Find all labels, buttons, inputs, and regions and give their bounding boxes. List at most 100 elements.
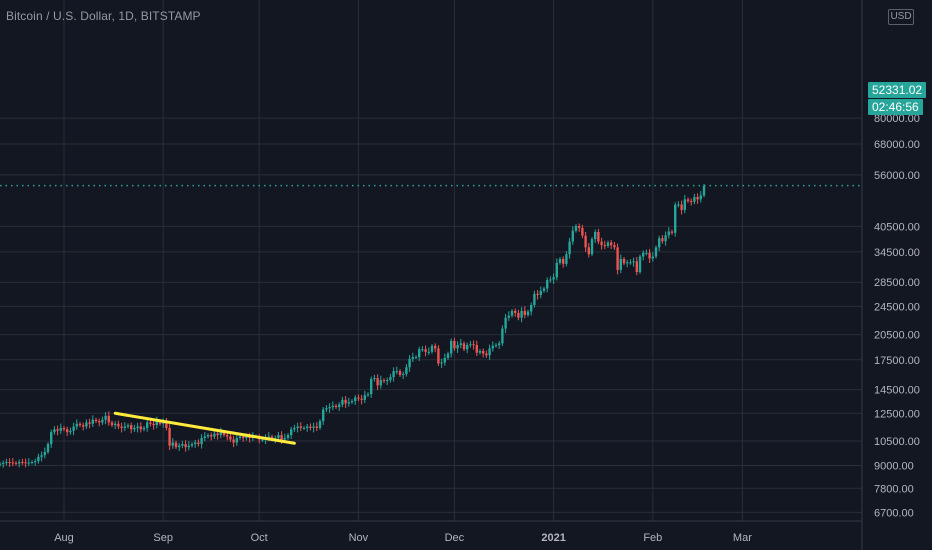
candle-body bbox=[347, 402, 350, 404]
candle-body bbox=[574, 225, 578, 231]
candle-body bbox=[315, 426, 318, 428]
candle-body bbox=[478, 350, 482, 353]
candle-body bbox=[699, 195, 702, 200]
candle-body bbox=[338, 404, 341, 408]
candle-body bbox=[235, 438, 238, 443]
candle-body bbox=[494, 345, 498, 347]
candle-body bbox=[501, 328, 504, 344]
candle-body bbox=[539, 290, 542, 296]
candle-body bbox=[475, 345, 478, 353]
candle-body bbox=[104, 415, 107, 420]
candle-body bbox=[75, 423, 78, 427]
candle-body bbox=[206, 435, 210, 437]
candle-body bbox=[43, 451, 46, 456]
candle-body bbox=[283, 438, 286, 440]
candle-body bbox=[638, 256, 642, 272]
candle-body bbox=[373, 378, 376, 380]
candle-body bbox=[629, 262, 632, 264]
candle-body bbox=[62, 427, 66, 430]
candle-body bbox=[165, 421, 168, 428]
candle-body bbox=[94, 419, 98, 422]
candle-body bbox=[664, 235, 667, 242]
y-tick-label: 14500.00 bbox=[874, 385, 920, 397]
candle-body bbox=[626, 262, 629, 264]
candle-body bbox=[69, 430, 72, 433]
candle-body bbox=[507, 315, 510, 318]
currency-button[interactable]: USD bbox=[888, 9, 914, 25]
candle-body bbox=[411, 357, 414, 359]
candle-body bbox=[350, 401, 354, 403]
candle-body bbox=[216, 433, 219, 436]
candle-body bbox=[389, 377, 392, 381]
candle-body bbox=[584, 235, 587, 248]
candle-body bbox=[152, 423, 155, 426]
candle-body bbox=[114, 423, 117, 426]
candle-body bbox=[405, 367, 408, 375]
candle-body bbox=[651, 256, 654, 259]
y-tick-label: 12500.00 bbox=[874, 408, 920, 420]
candle-body bbox=[613, 245, 616, 248]
candle-body bbox=[440, 362, 443, 364]
candle-body bbox=[562, 258, 565, 264]
candle-body bbox=[450, 340, 453, 354]
candle-body bbox=[498, 343, 501, 346]
candle-body bbox=[133, 427, 136, 430]
candle-body bbox=[370, 379, 373, 395]
candle-body bbox=[66, 429, 69, 433]
candle-body bbox=[466, 345, 469, 350]
candle-body bbox=[302, 427, 306, 429]
candle-body bbox=[229, 436, 232, 440]
candle-body bbox=[606, 242, 610, 246]
candle-body bbox=[376, 378, 379, 386]
candle-body bbox=[354, 397, 357, 402]
last-price-tag: 52331.02 bbox=[868, 82, 927, 98]
candle-body bbox=[453, 340, 456, 349]
candle-body bbox=[491, 345, 494, 349]
y-tick-label: 17500.00 bbox=[874, 355, 920, 367]
candle-body bbox=[520, 310, 523, 318]
candle-body bbox=[98, 421, 101, 423]
grid-lines bbox=[0, 0, 862, 521]
candle-body bbox=[34, 461, 37, 463]
candle-body bbox=[181, 444, 184, 446]
candle-body bbox=[325, 408, 328, 410]
candle-body bbox=[130, 425, 133, 430]
candle-body bbox=[402, 374, 405, 376]
candle-body bbox=[472, 344, 475, 346]
candle-body bbox=[379, 380, 382, 386]
trendline bbox=[113, 411, 296, 445]
candle-body bbox=[645, 252, 648, 254]
candle-body bbox=[462, 343, 466, 350]
candle-body bbox=[619, 258, 622, 270]
candle-body bbox=[690, 201, 693, 203]
candle-body bbox=[8, 462, 11, 464]
candle-body bbox=[443, 357, 446, 363]
candle-body bbox=[683, 199, 686, 210]
candle-body bbox=[21, 462, 24, 464]
candle-body bbox=[667, 231, 670, 236]
candle-body bbox=[632, 261, 635, 263]
candle-body bbox=[565, 254, 568, 264]
candle-body bbox=[40, 455, 43, 457]
candle-body bbox=[178, 445, 181, 448]
candle-body bbox=[485, 353, 488, 356]
candle-body bbox=[526, 311, 530, 315]
candle-body bbox=[210, 435, 213, 437]
chart-title: Bitcoin / U.S. Dollar, 1D, BITSTAMP bbox=[6, 9, 201, 23]
candle-body bbox=[107, 415, 110, 423]
candle-body bbox=[597, 231, 600, 242]
candle-body bbox=[82, 425, 85, 427]
y-tick-label: 80000.00 bbox=[874, 113, 920, 125]
candle-body bbox=[91, 419, 94, 424]
candle-body bbox=[14, 462, 18, 464]
candle-body bbox=[686, 199, 690, 202]
candle-body bbox=[536, 293, 539, 296]
candle-body bbox=[424, 349, 427, 352]
candle-body bbox=[344, 399, 347, 404]
candle-body bbox=[174, 442, 178, 448]
y-tick-label: 28500.00 bbox=[874, 277, 920, 289]
candle-body bbox=[286, 435, 290, 439]
candle-body bbox=[213, 433, 216, 437]
candle-body bbox=[299, 426, 302, 428]
